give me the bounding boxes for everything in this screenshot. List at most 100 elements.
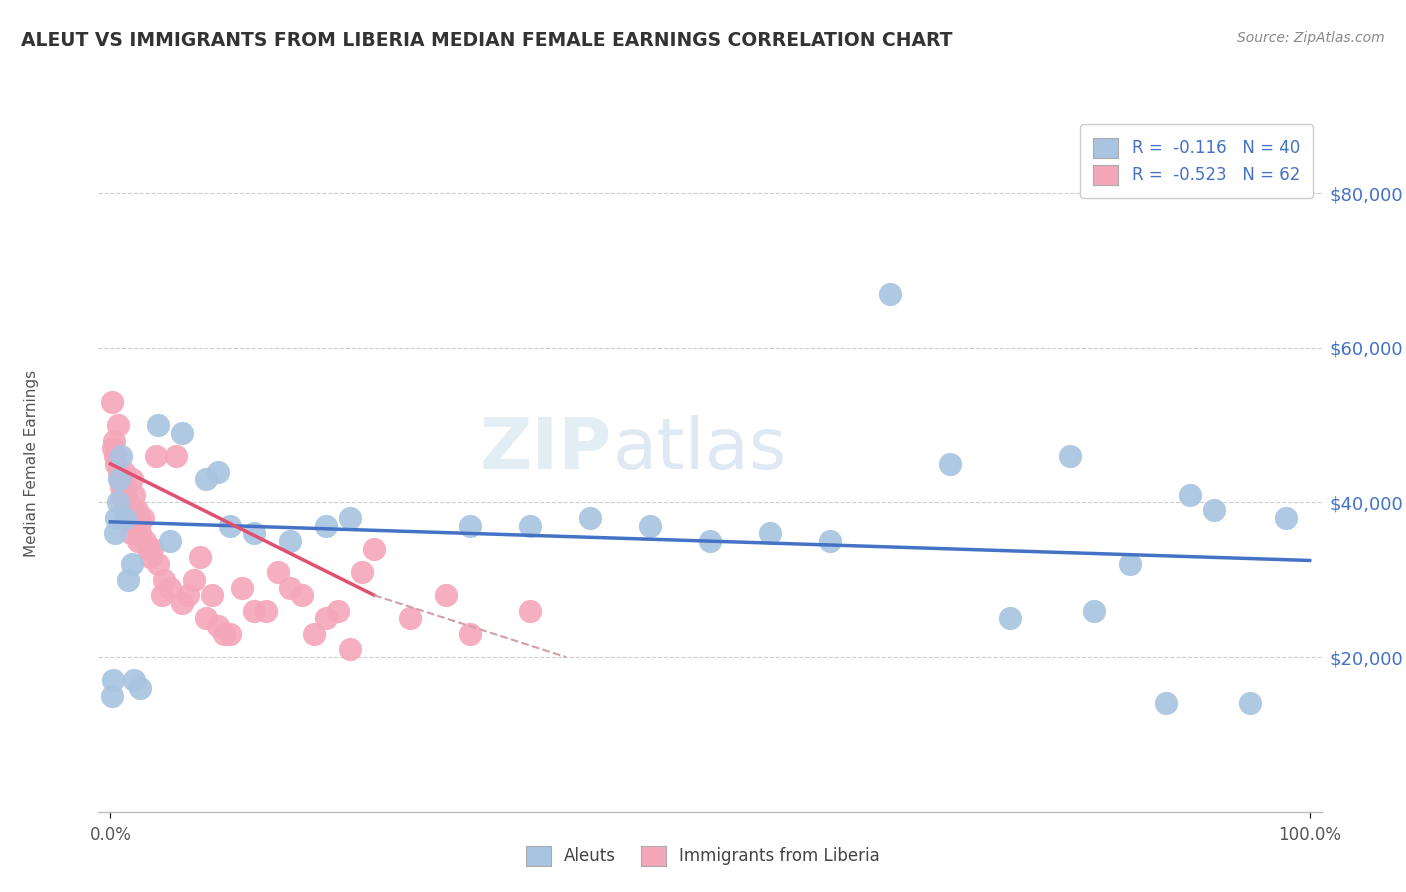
Point: [114, 511, 136, 525]
Point: [117, 495, 139, 509]
Point: [1202, 503, 1225, 517]
Point: [1239, 697, 1261, 711]
Point: [219, 518, 242, 533]
Point: [103, 434, 125, 448]
Point: [108, 472, 131, 486]
Point: [243, 604, 266, 618]
Point: [121, 472, 143, 486]
Point: [104, 526, 127, 541]
Point: [363, 541, 385, 556]
Point: [1119, 558, 1142, 572]
Point: [145, 449, 167, 463]
Point: [115, 480, 138, 494]
Point: [141, 541, 163, 556]
Point: [172, 596, 194, 610]
Point: [434, 588, 457, 602]
Point: [124, 673, 146, 688]
Point: [150, 588, 173, 602]
Point: [291, 588, 314, 602]
Point: [638, 518, 661, 533]
Point: [1083, 604, 1105, 618]
Point: [267, 565, 290, 579]
Point: [129, 681, 152, 695]
Point: [128, 511, 150, 525]
Point: [159, 581, 181, 595]
Point: [231, 581, 253, 595]
Point: [136, 541, 159, 556]
Point: [118, 511, 141, 525]
Point: [124, 518, 146, 533]
Point: [328, 604, 350, 618]
Point: [243, 526, 266, 541]
Point: [339, 511, 361, 525]
Point: [519, 518, 541, 533]
Point: [818, 534, 841, 549]
Point: [207, 465, 229, 479]
Point: [125, 503, 148, 517]
Point: [159, 534, 181, 549]
Point: [339, 642, 361, 657]
Point: [165, 449, 187, 463]
Point: [304, 627, 326, 641]
Point: [183, 573, 205, 587]
Point: [1059, 449, 1081, 463]
Point: [114, 495, 136, 509]
Point: [108, 465, 131, 479]
Text: ALEUT VS IMMIGRANTS FROM LIBERIA MEDIAN FEMALE EARNINGS CORRELATION CHART: ALEUT VS IMMIGRANTS FROM LIBERIA MEDIAN …: [21, 31, 953, 50]
Point: [101, 673, 124, 688]
Text: Source: ZipAtlas.com: Source: ZipAtlas.com: [1237, 31, 1385, 45]
Point: [121, 558, 143, 572]
Point: [105, 457, 128, 471]
Point: [458, 627, 481, 641]
Point: [100, 689, 122, 703]
Point: [188, 549, 212, 564]
Point: [315, 611, 337, 625]
Point: [111, 488, 134, 502]
Point: [759, 526, 782, 541]
Text: ZIP: ZIP: [479, 416, 612, 484]
Point: [699, 534, 721, 549]
Point: [105, 511, 128, 525]
Text: Median Female Earnings: Median Female Earnings: [24, 370, 38, 558]
Point: [579, 511, 602, 525]
Point: [315, 518, 337, 533]
Point: [214, 627, 236, 641]
Point: [148, 558, 170, 572]
Point: [219, 627, 242, 641]
Point: [399, 611, 422, 625]
Point: [939, 457, 962, 471]
Point: [112, 465, 135, 479]
Point: [122, 503, 145, 517]
Point: [1274, 511, 1296, 525]
Point: [278, 581, 301, 595]
Point: [117, 573, 139, 587]
Point: [1154, 697, 1177, 711]
Legend: Aleuts, Immigrants from Liberia: Aleuts, Immigrants from Liberia: [512, 832, 894, 880]
Point: [110, 480, 132, 494]
Point: [107, 495, 129, 509]
Point: [998, 611, 1021, 625]
Point: [519, 604, 541, 618]
Point: [132, 511, 155, 525]
Point: [148, 418, 170, 433]
Point: [879, 286, 901, 301]
Point: [120, 526, 142, 541]
Point: [107, 418, 129, 433]
Point: [139, 549, 162, 564]
Point: [201, 588, 224, 602]
Point: [108, 472, 131, 486]
Point: [458, 518, 481, 533]
Point: [101, 442, 124, 456]
Point: [195, 611, 218, 625]
Point: [172, 425, 194, 440]
Point: [110, 449, 132, 463]
Legend: R =  -0.116   N = 40, R =  -0.523   N = 62: R = -0.116 N = 40, R = -0.523 N = 62: [1080, 124, 1313, 198]
Point: [124, 488, 146, 502]
Point: [1178, 488, 1201, 502]
Point: [352, 565, 374, 579]
Point: [115, 511, 138, 525]
Point: [134, 534, 156, 549]
Point: [127, 534, 149, 549]
Point: [104, 449, 127, 463]
Point: [129, 526, 152, 541]
